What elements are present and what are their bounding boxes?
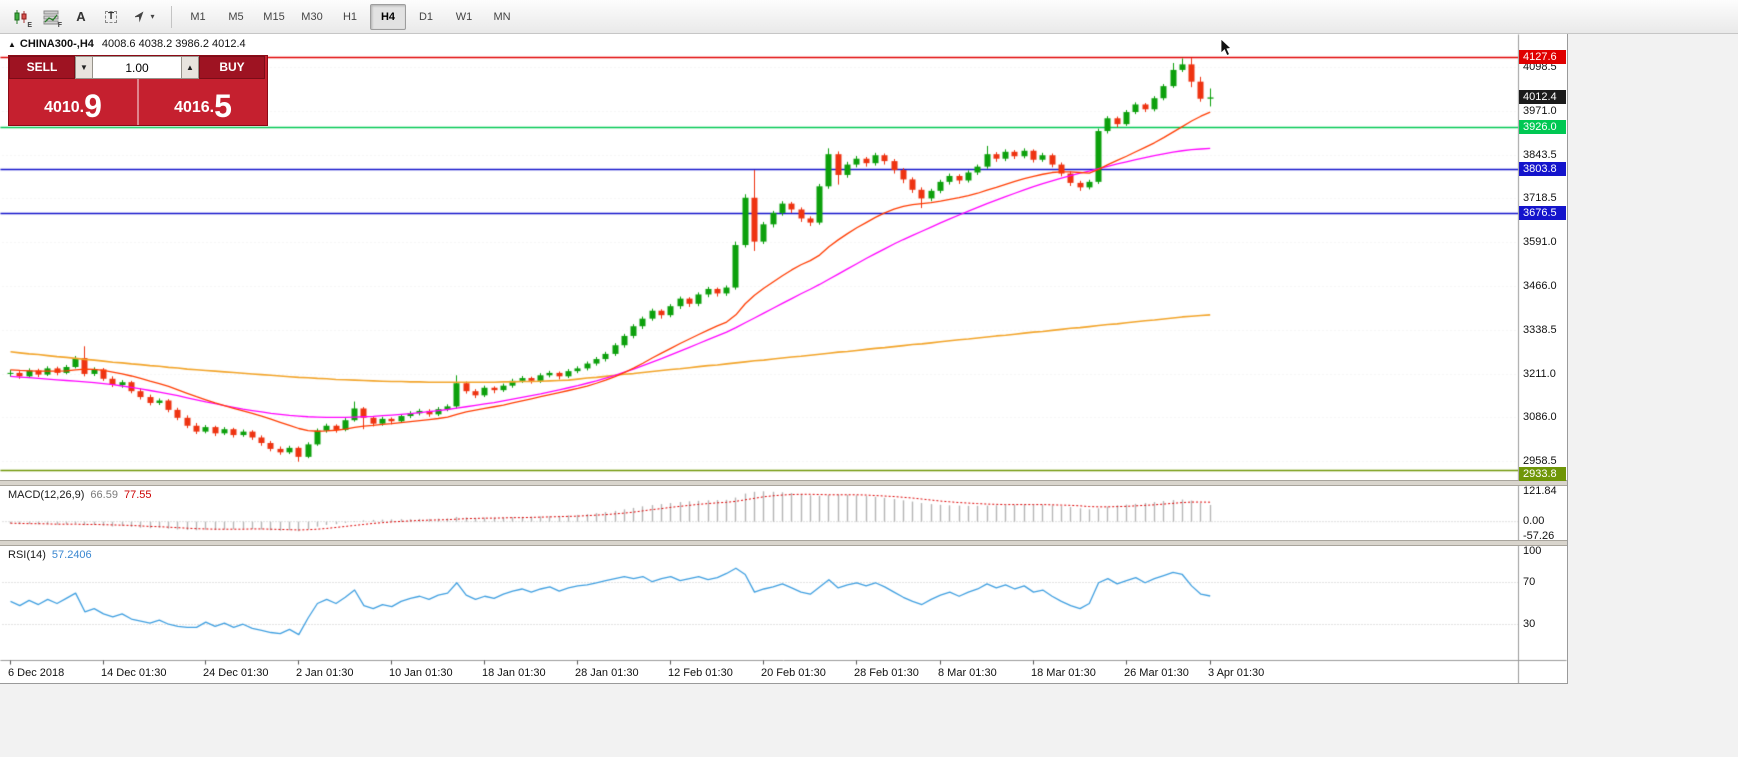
time-axis-label: 3 Apr 01:30 <box>1208 667 1265 679</box>
sell-button[interactable]: SELL <box>9 56 75 79</box>
time-axis-label: 10 Jan 01:30 <box>389 667 453 679</box>
dropdown-caret-icon: ▾ <box>150 12 155 21</box>
rsi-indicator-name: RSI(14) <box>8 549 46 561</box>
price-axis-label: 2958.5 <box>1523 455 1557 467</box>
rsi-axis-label: 100 <box>1523 545 1542 557</box>
time-axis-label: 28 Feb 01:30 <box>854 667 919 679</box>
timeframe-M5[interactable]: M5 <box>228 10 244 23</box>
time-axis-label: 18 Jan 01:30 <box>482 667 546 679</box>
rsi-value: 57.2406 <box>51 549 92 561</box>
timeframe-MN[interactable]: MN <box>493 10 511 23</box>
price-level-badge: 4127.6 <box>1519 50 1566 64</box>
label-tool-glyph: T <box>104 10 118 23</box>
text-tool-glyph: A <box>76 9 86 24</box>
timeframe-bar: M1 M5 M15 M30 H1 H4 D1 W1 MN <box>179 3 521 30</box>
buy-price-big-digit: 5 <box>214 87 232 124</box>
time-axis-label: 26 Mar 01:30 <box>1124 667 1189 679</box>
volume-increase-button[interactable]: ▲ <box>181 56 199 79</box>
macd-signal-value: 77.55 <box>123 489 152 501</box>
label-tool-icon[interactable]: T <box>97 3 125 31</box>
icon-sub-letter: F <box>57 21 62 29</box>
time-axis-label: 14 Dec 01:30 <box>101 667 167 679</box>
indicator-list-icon[interactable]: F <box>37 3 65 31</box>
price-level-badge: 3926.0 <box>1519 120 1566 134</box>
macd-axis-label: 0.00 <box>1523 515 1545 527</box>
price-axis-label: 3843.5 <box>1523 149 1557 161</box>
candlestick-chart-icon[interactable]: E <box>7 3 35 31</box>
timeframe-D1[interactable]: D1 <box>418 10 434 23</box>
chart-window: ▲ CHINA300-,H4 4008.6 4038.2 3986.2 4012.4… <box>0 34 1568 684</box>
price-axis-label: 3086.0 <box>1523 411 1557 423</box>
current-price-badge: 4012.4 <box>1519 90 1566 104</box>
price-level-badge: 2933.8 <box>1519 467 1566 481</box>
indicator-list-glyph <box>43 10 59 24</box>
price-axis-label: 3211.0 <box>1523 368 1556 380</box>
sell-price[interactable]: 4010. 9 <box>9 79 139 125</box>
timeframe-H1[interactable]: H1 <box>342 10 358 23</box>
time-axis-label: 2 Jan 01:30 <box>296 667 354 679</box>
timeframe-M1[interactable]: M1 <box>190 10 206 23</box>
time-axis-label: 28 Jan 01:30 <box>575 667 639 679</box>
price-axis-label: 3718.5 <box>1523 192 1557 204</box>
sell-price-main: 4010. <box>44 99 85 116</box>
sell-price-big-digit: 9 <box>84 87 102 124</box>
price-axis[interactable]: 4098.5 3971.0 3843.5 3718.5 3591.0 3466.0 3338… <box>1519 34 1567 683</box>
rsi-axis-label: 30 <box>1523 618 1536 630</box>
collapse-arrow-icon[interactable]: ▲ <box>8 40 16 49</box>
buy-price[interactable]: 4016. 5 <box>139 79 267 125</box>
bar-ohlc-values: 4008.6 4038.2 3986.2 4012.4 <box>101 38 246 50</box>
timeframe-H4[interactable]: H4 <box>370 3 406 30</box>
main-toolbar: E F A T ▾ M1 M5 M15 M30 H1 H4 D1 W1 MN <box>0 0 1738 34</box>
price-axis-label: 3591.0 <box>1523 236 1557 248</box>
macd-axis-label: -57.26 <box>1523 530 1555 542</box>
chart-canvas[interactable] <box>0 34 1567 683</box>
toolbar-separator <box>171 5 172 28</box>
time-axis[interactable]: 6 Dec 2018 14 Dec 01:30 24 Dec 01:30 2 Jan … <box>0 660 1519 683</box>
volume-decrease-button[interactable]: ▼ <box>75 56 93 79</box>
pane-resize-handle[interactable] <box>0 540 1567 546</box>
buy-price-main: 4016. <box>174 99 215 116</box>
price-axis-label: 3466.0 <box>1523 280 1557 292</box>
time-axis-label: 20 Feb 01:30 <box>761 667 826 679</box>
timeframe-W1[interactable]: W1 <box>455 10 473 23</box>
rsi-axis-label: 70 <box>1523 576 1536 588</box>
timeframe-M15[interactable]: M15 <box>263 10 285 23</box>
price-axis-label: 3971.0 <box>1523 105 1557 117</box>
symbol-name: CHINA300-,H4 <box>19 38 94 50</box>
time-axis-label: 24 Dec 01:30 <box>203 667 269 679</box>
price-level-badge: 3676.5 <box>1519 206 1566 220</box>
price-level-badge: 3803.8 <box>1519 162 1566 176</box>
volume-input[interactable] <box>93 56 181 79</box>
cursor-tool-icon[interactable]: ▾ <box>127 3 163 31</box>
macd-pane-label: MACD(12,26,9) 66.59 77.55 <box>8 489 151 501</box>
macd-axis-label: 121.84 <box>1523 485 1557 497</box>
one-click-trading-panel: SELL ▼ ▲ BUY 4010. 9 4016. 5 <box>8 55 268 126</box>
icon-sub-letter: E <box>27 21 32 29</box>
symbol-info-line: ▲ CHINA300-,H4 4008.6 4038.2 3986.2 4012.4 <box>8 38 246 50</box>
rsi-pane-label: RSI(14) 57.2406 <box>8 549 92 561</box>
time-axis-label: 6 Dec 2018 <box>8 667 65 679</box>
macd-indicator-name: MACD(12,26,9) <box>8 489 85 501</box>
buy-button[interactable]: BUY <box>199 56 265 79</box>
text-tool-icon[interactable]: A <box>67 3 95 31</box>
macd-main-value: 66.59 <box>90 489 118 501</box>
cursor-arrow-glyph <box>135 11 144 23</box>
price-axis-label: 4098.5 <box>1523 61 1557 73</box>
price-axis-label: 3338.5 <box>1523 324 1557 336</box>
time-axis-label: 18 Mar 01:30 <box>1031 667 1096 679</box>
pane-resize-handle[interactable] <box>0 480 1567 486</box>
timeframe-M30[interactable]: M30 <box>301 10 323 23</box>
time-axis-label: 8 Mar 01:30 <box>938 667 997 679</box>
time-axis-label: 12 Feb 01:30 <box>668 667 733 679</box>
candlestick-glyph <box>14 9 27 24</box>
mouse-cursor <box>1220 39 1232 57</box>
